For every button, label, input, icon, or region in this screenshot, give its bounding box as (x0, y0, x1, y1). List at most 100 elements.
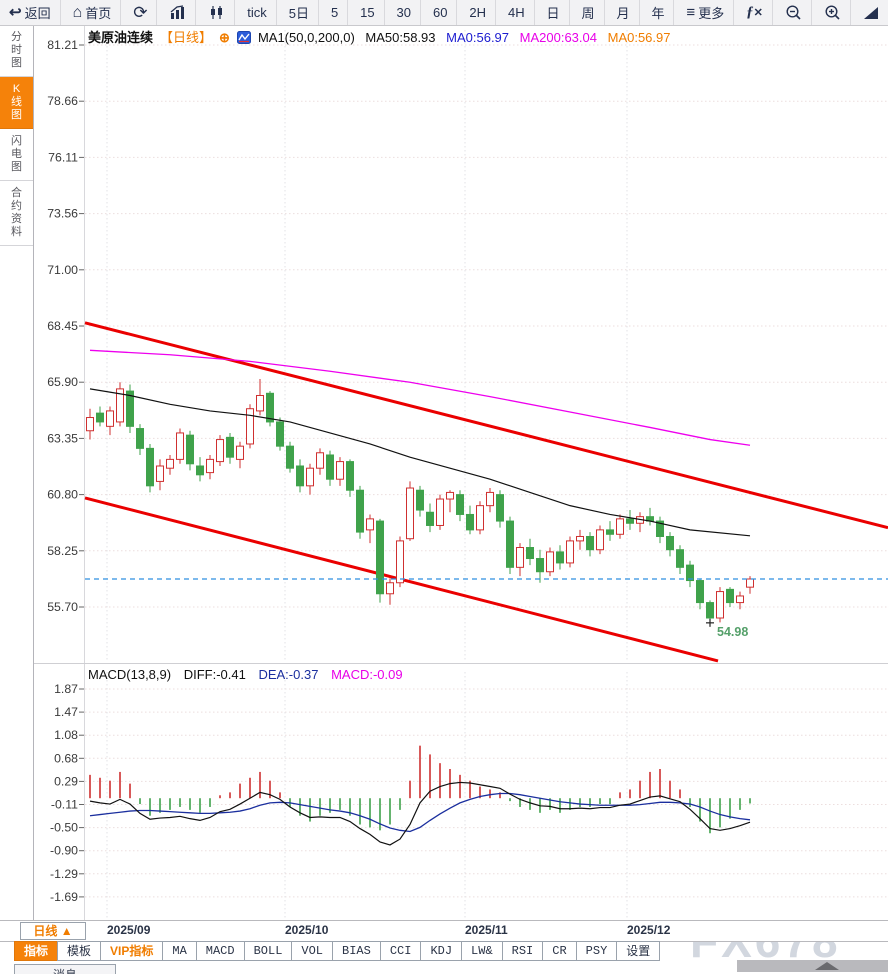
interval-15-button[interactable]: 15 (351, 0, 385, 25)
price-tick-label: 63.35 (47, 431, 78, 445)
interval-2h-button[interactable]: 2H (460, 0, 497, 25)
candle-body (666, 535, 674, 551)
candle-body (656, 520, 664, 537)
more-button[interactable]: ≡ 更多 (677, 0, 735, 25)
interval-5d-button[interactable]: 5日 (280, 0, 319, 25)
period-selector-button[interactable]: 日线 ▲ (20, 922, 86, 940)
bottom-strip: 消息 (0, 960, 888, 974)
refresh-button[interactable]: ⟳ (124, 0, 158, 25)
legend-ma0-blue: MA0:56.97 (446, 30, 510, 45)
candle-body (236, 445, 244, 460)
tab-ma[interactable]: MA (162, 941, 197, 961)
expand-panel-arrow-icon[interactable] (815, 962, 839, 970)
toolbar-item-label: 4H (507, 5, 525, 20)
candle-body (526, 547, 534, 560)
tab-macd[interactable]: MACD (195, 941, 245, 961)
draw-tool-button[interactable] (854, 0, 888, 25)
legend-ma50: MA50:58.93 (365, 30, 436, 45)
candle-body (286, 445, 294, 469)
ma-settings-icon[interactable] (236, 31, 251, 47)
x-axis-month-label: 2025/12 (627, 923, 671, 937)
tab-bias[interactable]: BIAS (332, 941, 381, 961)
sidebar-item-lightning[interactable]: 闪电图 (0, 129, 33, 181)
interval-week-button[interactable]: 周 (573, 0, 605, 25)
macd-tick-label: 1.47 (54, 705, 78, 719)
candle-body (136, 428, 144, 449)
bottom-partial-tab[interactable]: 消息 (14, 964, 116, 974)
x-axis-month-label: 2025/09 (107, 923, 151, 937)
toolbar-item-label: 周 (581, 6, 595, 21)
tab-template[interactable]: 模板 (57, 941, 102, 961)
candle-body (346, 461, 354, 491)
tab-rsi[interactable]: RSI (501, 941, 544, 961)
candle-body (486, 491, 494, 507)
zoom-out-button[interactable] (776, 0, 812, 25)
interval-60-button[interactable]: 60 (424, 0, 458, 25)
candle-body (436, 498, 444, 526)
interval-day-button[interactable]: 日 (538, 0, 570, 25)
price-plot-area[interactable] (85, 25, 888, 662)
interval-month-button[interactable]: 月 (607, 0, 640, 25)
toolbar-item-label: tick (247, 5, 267, 20)
zoom-in-icon (824, 4, 841, 21)
legend-ma0-orange: MA0:56.97 (607, 30, 671, 45)
toolbar-item-label: 月 (616, 6, 630, 21)
candle-body (566, 540, 574, 564)
menu-icon: ≡ (686, 4, 696, 21)
toolbar-item-label: 15 (360, 5, 375, 20)
price-tick-label: 55.70 (47, 600, 78, 614)
home-button[interactable]: ⌂ 首页 (64, 0, 122, 25)
tab-lw[interactable]: LW& (461, 941, 503, 961)
candle-body (496, 494, 504, 522)
candle-body (256, 394, 264, 412)
tab-vol[interactable]: VOL (291, 941, 334, 961)
interval-5-button[interactable]: 5 (322, 0, 349, 25)
tab-kdj[interactable]: KDJ (420, 941, 463, 961)
candlestick-button[interactable] (199, 0, 236, 25)
interval-30-button[interactable]: 30 (388, 0, 422, 25)
price-tick-label: 81.21 (47, 38, 78, 52)
tab-psy[interactable]: PSY (575, 941, 618, 961)
symbol-name: 美原油连续 (88, 30, 154, 45)
horizontal-scrollbar[interactable] (737, 960, 888, 972)
interval-4h-button[interactable]: 4H (499, 0, 535, 25)
candle-body (596, 529, 604, 551)
macd-dea-line (89, 792, 751, 833)
candle-body (416, 489, 424, 511)
candle-body (196, 465, 204, 476)
price-tick-label: 60.80 (47, 488, 78, 502)
candle-body (186, 434, 194, 465)
candle-body (686, 564, 694, 582)
candle-body (446, 491, 454, 500)
candle-body (106, 410, 114, 427)
toolbar-item-label: 5日 (288, 6, 309, 21)
interval-year-button[interactable]: 年 (642, 0, 675, 25)
back-button[interactable]: ↩ 返回 (0, 0, 61, 25)
fx-button[interactable]: ƒ✕ (737, 0, 773, 25)
fx-icon: ƒ✕ (746, 4, 763, 20)
macd-tick-label: -0.50 (50, 821, 78, 835)
candle-body (556, 551, 564, 564)
zoom-in-button[interactable] (815, 0, 851, 25)
sidebar-item-timeshare[interactable]: 分时图 (0, 25, 33, 77)
interval-tick-button[interactable]: tick (238, 0, 277, 25)
ma50-line (89, 388, 751, 537)
tab-cr[interactable]: CR (542, 941, 577, 961)
candle-body (376, 520, 384, 595)
add-compare-icon[interactable]: ⊕ (219, 30, 230, 45)
tab-indicator[interactable]: 指标 (14, 941, 59, 961)
sidebar-item-contract-info[interactable]: 合约资料 (0, 181, 33, 246)
bar-chart-button[interactable] (160, 0, 197, 25)
tab-vip-indicator[interactable]: VIP指标 (100, 941, 164, 961)
back-icon: ↩ (9, 4, 22, 21)
tab-cci[interactable]: CCI (379, 941, 422, 961)
tab-settings[interactable]: 设置 (616, 941, 661, 961)
toolbar-item-label: 60 (432, 5, 448, 20)
candle-body (126, 390, 134, 427)
macd-macd-value: MACD:-0.09 (331, 667, 403, 682)
tab-boll[interactable]: BOLL (243, 941, 293, 961)
toolbar-item-label: 更多 (698, 6, 725, 21)
